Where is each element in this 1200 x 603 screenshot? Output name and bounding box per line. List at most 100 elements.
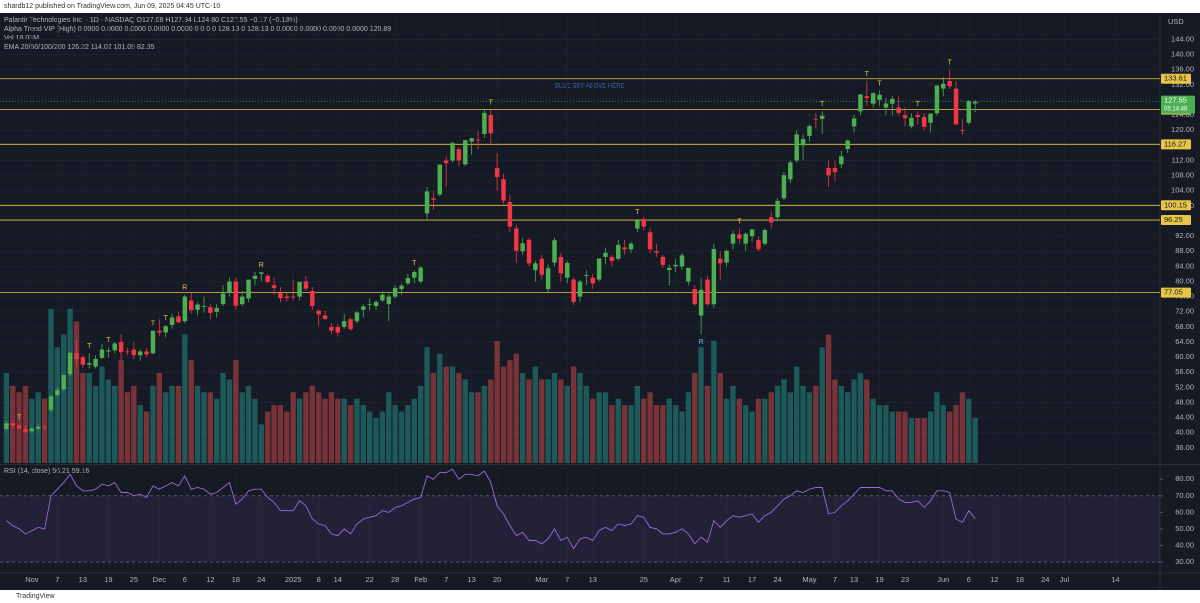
volume-bar	[940, 405, 946, 463]
x-tick-label: 13	[467, 575, 475, 584]
volume-bar	[806, 392, 813, 463]
x-tick-label: 28	[391, 575, 399, 584]
y-tick-label: 60.00	[1175, 352, 1194, 361]
candle-body	[972, 101, 978, 104]
volume-bar	[239, 392, 245, 463]
candle-body	[730, 233, 736, 244]
candle-body	[290, 296, 296, 298]
candle-body	[252, 275, 258, 279]
candle-body	[137, 351, 143, 356]
volume-bar	[819, 347, 825, 463]
candle-body	[960, 130, 965, 132]
candle-body	[711, 248, 717, 305]
y-tick-label: 132.00	[1171, 80, 1194, 89]
candle-body	[488, 115, 493, 134]
candle-body	[48, 396, 54, 411]
volume-bar	[539, 379, 545, 463]
volume-bar	[876, 405, 883, 463]
signal-label: T	[87, 343, 92, 350]
candle-body	[870, 93, 876, 104]
x-tick-label: 24	[257, 575, 265, 584]
volume-bar	[449, 366, 456, 463]
volume-bar	[723, 398, 730, 463]
volume-bar	[233, 360, 239, 463]
x-tick-label: 12	[990, 575, 998, 584]
volume-bar	[902, 411, 908, 463]
candle-body	[418, 267, 423, 282]
candle-body	[61, 374, 66, 390]
candle-body	[157, 330, 162, 333]
volume-bar	[163, 392, 169, 463]
candle-body	[673, 264, 678, 267]
volume-bar	[743, 405, 749, 463]
candle-body	[660, 256, 666, 265]
volume-bar	[813, 385, 819, 463]
candle-body	[112, 343, 117, 351]
volume-bar	[48, 308, 54, 463]
level-tag	[1161, 287, 1191, 298]
volume-bar	[175, 385, 182, 463]
candle-body	[851, 118, 857, 127]
y-tick-label: 56.00	[1175, 367, 1194, 376]
candle-body	[934, 85, 940, 114]
volume-bar	[156, 373, 163, 463]
x-tick-label: 2025	[285, 575, 302, 584]
y-tick-label: 44.00	[1175, 413, 1194, 422]
volume-bar	[277, 405, 284, 463]
volume-bar	[54, 347, 61, 463]
level-label: 133.61	[1164, 74, 1187, 83]
candle-body	[794, 134, 799, 161]
candle-body	[412, 272, 417, 278]
volume-bar	[609, 405, 615, 463]
x-tick-label: 24	[773, 575, 781, 584]
y-tick-label: 68.00	[1175, 322, 1194, 331]
volume-bar	[92, 385, 99, 463]
candle-body	[118, 341, 124, 353]
x-tick-label: 7	[833, 575, 837, 584]
candle-body	[10, 423, 15, 426]
rsi-tick-label: 30.00	[1175, 557, 1194, 566]
volume-bar	[959, 392, 966, 463]
price-timer: 05:14:48	[1164, 106, 1188, 112]
candle-body	[507, 202, 513, 227]
x-tick-label: 19	[875, 575, 883, 584]
volume-bar	[730, 385, 736, 463]
candle-body	[16, 425, 22, 429]
volume-bar	[194, 385, 201, 463]
candle-body	[819, 115, 825, 119]
volume-bar	[615, 398, 621, 463]
y-tick-label: 40.00	[1175, 428, 1194, 437]
volume-bar	[481, 385, 488, 463]
volume-bar	[398, 411, 405, 463]
volume-bar	[494, 340, 500, 463]
x-tick-label: 12	[206, 575, 214, 584]
candle-body	[762, 230, 768, 244]
candle-body	[590, 277, 595, 284]
candle-body	[443, 160, 449, 164]
volume-bar	[366, 411, 373, 463]
x-tick-label: 22	[365, 575, 373, 584]
signal-label: T	[17, 414, 22, 421]
signal-label: R	[259, 262, 264, 269]
candle-body	[131, 349, 137, 356]
candle-body	[227, 281, 232, 293]
candle-body	[616, 244, 621, 259]
candle-body	[380, 294, 385, 301]
volume-bar	[80, 373, 86, 463]
x-tick-label: 14	[1111, 575, 1119, 584]
candle-body	[431, 198, 436, 200]
volume-bar	[188, 360, 194, 463]
candle-body	[150, 330, 156, 354]
candle-body	[456, 149, 462, 161]
x-tick-label: Feb	[414, 575, 427, 584]
volume-bar	[857, 373, 864, 463]
candle-body	[373, 301, 379, 307]
candle-body	[93, 359, 98, 367]
volume-bar	[864, 379, 870, 463]
candle-body	[239, 296, 245, 305]
candle-body	[679, 255, 685, 267]
volume-bar	[513, 353, 519, 463]
candle-body	[297, 281, 302, 297]
